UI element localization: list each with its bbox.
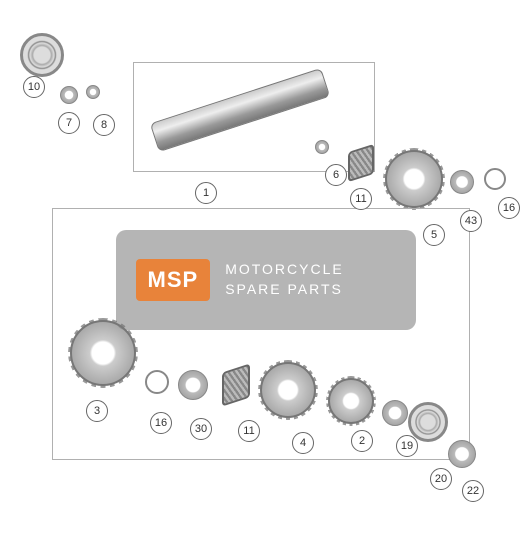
part-washer	[60, 86, 78, 104]
callout-16: 16	[150, 412, 172, 434]
callout-8: 8	[93, 114, 115, 136]
callout-30: 30	[190, 418, 212, 440]
part-bearing	[408, 402, 448, 442]
part-ring	[145, 370, 169, 394]
watermark-logo: MSP	[136, 259, 211, 301]
part-washer	[315, 140, 329, 154]
part-bearing	[20, 33, 64, 77]
callout-19: 19	[396, 435, 418, 457]
part-washer	[450, 170, 474, 194]
watermark-line1: MOTORCYCLE	[225, 260, 344, 280]
callout-3: 3	[86, 400, 108, 422]
watermark: MSP MOTORCYCLE SPARE PARTS	[116, 230, 416, 330]
callout-16: 16	[498, 197, 520, 219]
part-gear	[260, 362, 316, 418]
callout-6: 6	[325, 164, 347, 186]
exploded-diagram: 1078161154316316301142192022 MSP MOTORCY…	[0, 0, 531, 560]
callout-11: 11	[350, 188, 372, 210]
part-washer	[178, 370, 208, 400]
watermark-line2: SPARE PARTS	[225, 280, 344, 300]
callout-11: 11	[238, 420, 260, 442]
part-gear	[385, 150, 443, 208]
callout-2: 2	[351, 430, 373, 452]
part-ring	[484, 168, 506, 190]
part-washer	[448, 440, 476, 468]
callout-4: 4	[292, 432, 314, 454]
callout-10: 10	[23, 76, 45, 98]
watermark-text: MOTORCYCLE SPARE PARTS	[225, 260, 344, 299]
part-washer	[382, 400, 408, 426]
callout-1: 1	[195, 182, 217, 204]
callout-7: 7	[58, 112, 80, 134]
part-washer	[86, 85, 100, 99]
part-gear	[328, 378, 374, 424]
callout-43: 43	[460, 210, 482, 232]
callout-22: 22	[462, 480, 484, 502]
callout-5: 5	[423, 224, 445, 246]
callout-20: 20	[430, 468, 452, 490]
